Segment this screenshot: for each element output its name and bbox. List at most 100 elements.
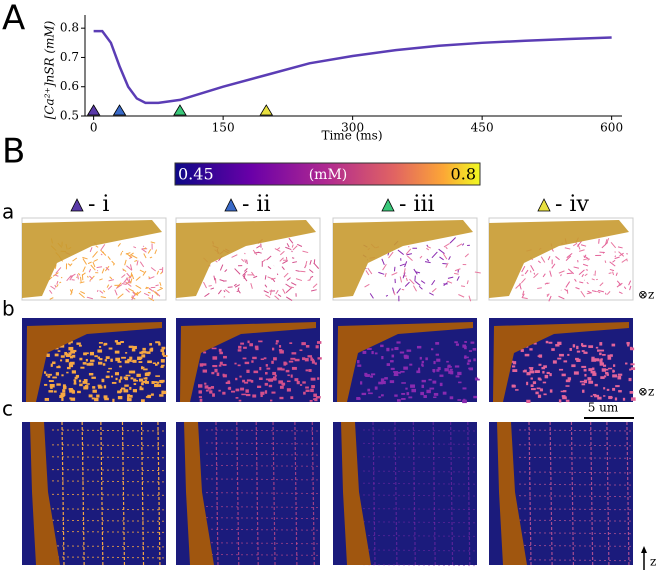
- image-texture: [120, 340, 124, 344]
- image-texture: [630, 367, 636, 371]
- image-texture: [403, 354, 408, 358]
- image-texture: [50, 285, 56, 290]
- image-texture: [403, 268, 406, 275]
- image-texture: [399, 351, 405, 354]
- image-texture: [132, 291, 139, 296]
- image-texture: [384, 272, 387, 278]
- image-texture: [149, 348, 153, 352]
- image-texture: [431, 279, 436, 286]
- image-texture: [442, 253, 448, 260]
- image-texture: [76, 342, 81, 345]
- image-texture: [259, 366, 262, 371]
- image-texture: [430, 348, 434, 351]
- image-texture: [546, 293, 550, 298]
- image-texture: [605, 371, 609, 375]
- column-label: - i: [88, 192, 109, 217]
- image-texture: [151, 381, 155, 384]
- image-texture: [313, 262, 320, 269]
- image-texture: [565, 385, 570, 387]
- image-texture: [132, 291, 136, 295]
- image-texture: [101, 378, 105, 383]
- image-b: [176, 318, 322, 402]
- image-texture: [518, 483, 634, 486]
- image-texture: [555, 344, 560, 347]
- image-texture: [243, 273, 246, 279]
- image-texture: [121, 356, 126, 359]
- image-texture: [606, 388, 610, 391]
- image-texture: [573, 371, 579, 375]
- image-texture: [537, 287, 542, 289]
- image-texture: [530, 377, 533, 380]
- image-texture: [390, 367, 395, 370]
- image-texture: [418, 367, 421, 371]
- image-texture: [155, 375, 160, 377]
- image-texture: [240, 387, 245, 391]
- image-texture: [212, 364, 218, 368]
- image-texture: [72, 257, 78, 262]
- image-texture: [89, 247, 93, 253]
- image-texture: [511, 360, 514, 363]
- image-texture: [264, 275, 267, 280]
- image-texture: [205, 528, 321, 531]
- image-texture: [378, 271, 385, 275]
- image-texture: [51, 545, 167, 548]
- image-texture: [127, 358, 132, 362]
- image-texture: [432, 421, 436, 566]
- colorbar-label: (mM): [309, 167, 348, 183]
- image-texture: [612, 271, 615, 276]
- image-texture: [312, 283, 318, 289]
- image-texture: [103, 395, 108, 399]
- image-texture: [521, 278, 526, 284]
- image-texture: [386, 363, 391, 366]
- image-texture: [68, 352, 72, 356]
- image-texture: [555, 256, 560, 261]
- image-texture: [55, 372, 60, 376]
- image-texture: [30, 422, 60, 565]
- image-texture: [393, 372, 398, 375]
- image-texture: [133, 379, 139, 382]
- image-texture: [362, 534, 478, 537]
- image-texture: [252, 249, 258, 256]
- image-texture: [424, 261, 431, 264]
- image-texture: [138, 378, 144, 382]
- image-texture: [628, 280, 632, 286]
- image-texture: [99, 278, 103, 281]
- image-texture: [362, 456, 478, 459]
- image-texture: [118, 379, 121, 383]
- image-texture: [317, 377, 320, 380]
- image-texture: [147, 394, 152, 399]
- image-texture: [518, 444, 634, 447]
- image-texture: [584, 373, 587, 377]
- image-texture: [48, 390, 54, 393]
- image-texture: [575, 287, 580, 290]
- image-texture: [129, 356, 133, 360]
- image-texture: [246, 259, 248, 265]
- image-texture: [57, 350, 61, 352]
- image-texture: [274, 295, 280, 300]
- image-texture: [618, 291, 623, 294]
- image-texture: [558, 270, 565, 274]
- image-texture: [386, 347, 390, 352]
- image-texture: [608, 367, 613, 370]
- image-texture: [512, 369, 518, 373]
- image-texture: [307, 355, 313, 358]
- image-texture: [537, 394, 542, 398]
- image-texture: [529, 368, 533, 371]
- image-texture: [231, 390, 236, 393]
- image-texture: [468, 295, 472, 302]
- image-texture: [125, 352, 128, 354]
- image-texture: [119, 389, 123, 393]
- image-texture: [397, 371, 401, 374]
- image-texture: [62, 385, 67, 390]
- image-texture: [109, 276, 113, 280]
- image-texture: [52, 272, 59, 277]
- image-texture: [626, 259, 628, 262]
- image-texture: [609, 268, 615, 272]
- image-texture: [156, 270, 160, 275]
- image-texture: [301, 342, 306, 346]
- image-texture: [311, 385, 315, 389]
- image-texture: [141, 382, 144, 386]
- image-texture: [59, 344, 65, 348]
- image-texture: [115, 377, 118, 381]
- image-texture: [466, 280, 469, 285]
